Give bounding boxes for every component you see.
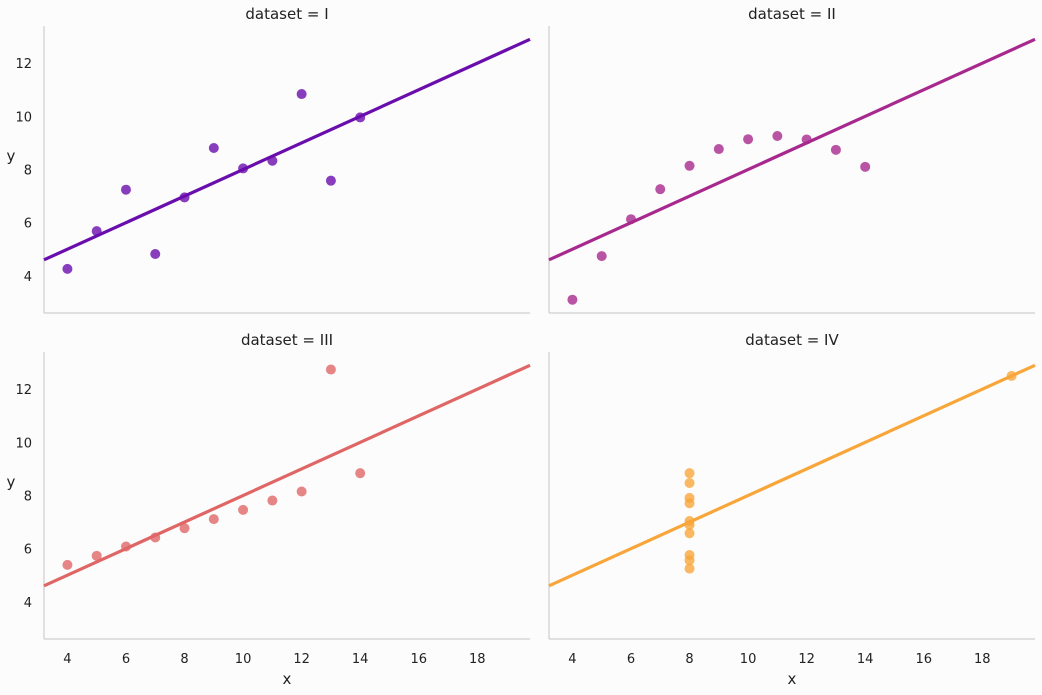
y-tick-label: 10 (15, 436, 32, 451)
y-tick-label: 4 (24, 596, 32, 611)
data-point (713, 144, 724, 155)
data-point (801, 134, 812, 145)
panel-title: dataset = III (241, 331, 333, 349)
data-point (684, 478, 695, 489)
data-point (267, 495, 278, 506)
data-point (296, 89, 307, 100)
data-point (296, 486, 307, 497)
y-axis-label: y (7, 147, 16, 165)
data-point (150, 249, 161, 260)
data-point (208, 514, 219, 525)
panel-title: dataset = II (748, 5, 836, 23)
data-point (179, 523, 190, 534)
data-point (325, 175, 336, 186)
x-tick-label: 16 (915, 652, 932, 667)
x-tick-label: 6 (627, 652, 635, 667)
data-point (1006, 370, 1017, 381)
panel-title: dataset = IV (745, 331, 839, 349)
data-point (684, 160, 695, 171)
x-tick-label: 14 (857, 652, 874, 667)
data-point (150, 532, 161, 543)
x-tick-label: 10 (740, 652, 757, 667)
y-tick-label: 8 (24, 164, 32, 179)
data-point (355, 468, 366, 479)
x-tick-label: 6 (122, 652, 130, 667)
regression-line (43, 363, 531, 588)
data-point (743, 134, 754, 145)
y-tick-label: 12 (15, 57, 32, 72)
data-point (120, 184, 131, 195)
data-point (684, 519, 695, 530)
data-point (179, 192, 190, 203)
x-tick-label: 12 (798, 652, 815, 667)
data-point (567, 294, 578, 305)
x-tick-label: 8 (180, 652, 188, 667)
data-point (267, 155, 278, 166)
data-point (772, 131, 783, 142)
y-tick-label: 10 (15, 110, 32, 125)
data-point (860, 161, 871, 172)
y-tick-label: 4 (24, 270, 32, 285)
regression-line (43, 37, 531, 262)
data-point (830, 144, 841, 155)
y-tick-label: 12 (15, 383, 32, 398)
data-point (684, 492, 695, 503)
x-tick-label: 14 (352, 652, 369, 667)
x-tick-label: 4 (568, 652, 576, 667)
x-tick-label: 12 (293, 652, 310, 667)
data-point (596, 251, 607, 262)
data-point (684, 563, 695, 574)
data-point (355, 112, 366, 123)
data-point (625, 214, 636, 225)
data-point (325, 364, 336, 375)
x-tick-label: 16 (410, 652, 427, 667)
x-axis-label: x (283, 670, 292, 688)
data-point (238, 163, 249, 174)
x-tick-label: 8 (685, 652, 693, 667)
x-tick-label: 10 (235, 652, 252, 667)
data-point (91, 226, 102, 237)
x-tick-label: 18 (469, 652, 486, 667)
regression-line (548, 363, 1036, 588)
data-point (684, 528, 695, 539)
data-point (62, 559, 73, 570)
y-axis-label: y (7, 473, 16, 491)
data-point (238, 504, 249, 515)
data-point (208, 142, 219, 153)
panel-title: dataset = I (245, 5, 328, 23)
data-point (91, 550, 102, 561)
x-tick-label: 18 (974, 652, 991, 667)
data-point (655, 184, 666, 195)
x-tick-label: 4 (63, 652, 71, 667)
data-point (684, 555, 695, 566)
data-point (684, 468, 695, 479)
y-tick-label: 8 (24, 490, 32, 505)
x-axis-label: x (788, 670, 797, 688)
data-point (120, 541, 131, 552)
regression-line (548, 37, 1036, 262)
y-tick-label: 6 (24, 217, 32, 232)
data-point (62, 263, 73, 274)
y-tick-label: 6 (24, 543, 32, 558)
